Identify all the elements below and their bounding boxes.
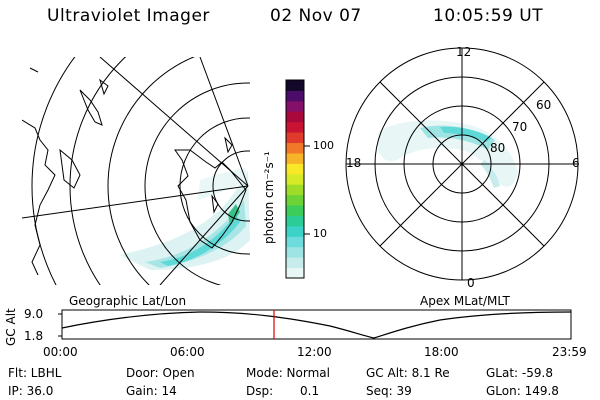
colorbar-tick-10: 10 [313,227,327,240]
filter-info: Flt: LBHL [8,366,62,380]
time-tick-0000: 00:00 [43,345,78,359]
time-tick-0600: 06:00 [170,345,205,359]
colorbar-segment [286,184,304,196]
door-info: Door: Open [126,366,195,380]
colorbar-ticks [304,145,310,235]
colorbar-segment [286,173,304,185]
mlat-label-60: 60 [536,98,552,112]
colorbar-segment [286,152,304,164]
gain-info: Gain: 14 [126,384,177,398]
coastlines [22,67,247,276]
seq-info: Seq: 39 [366,384,412,398]
geo-aurora-emission [120,168,250,270]
mlt-label-0: 0 [467,276,475,290]
colorbar-segment [286,215,304,227]
altitude-curve [61,311,572,339]
geo-map-label: Geographic Lat/Lon [69,294,187,308]
colorbar-segment [286,111,304,123]
date-label: 02 Nov 07 [270,6,362,26]
meridian-lines [22,57,249,285]
colorbar-segment [286,194,304,206]
mlat-label-70: 70 [512,120,528,134]
colorbar-segment [286,257,304,269]
time-tick-1200: 12:00 [297,345,332,359]
ip-info: IP: 36.0 [8,384,54,398]
colorbar [285,79,305,279]
altitude-plot [58,309,572,340]
glon-info: GLon: 149.8 [486,384,559,398]
colorbar-unit-label: photon cm⁻²s⁻¹ [262,151,276,244]
apex-map-label: Apex MLat/MLT [420,294,510,308]
time-label: 10:05:59 UT [433,6,544,26]
time-tick-1800: 18:00 [424,345,459,359]
colorbar-segment [286,132,304,144]
colorbar-segment [286,267,304,279]
mlat-label-80: 80 [490,141,506,155]
colorbar-tick-100: 100 [313,139,334,152]
mode-info: Mode: Normal [246,366,330,380]
dsp-label: Dsp: [246,384,274,398]
colorbar-segment [286,205,304,216]
altitude-ylabel: GC Alt [4,308,18,346]
colorbar-segment [286,163,304,175]
mlt-label-6: 6 [572,156,580,170]
colorbar-segment [286,225,304,237]
colorbar-border [285,79,305,279]
dsp-value: 0.1 [300,384,320,398]
time-tick-2359: 23:59 [552,345,587,359]
polar-aurora-emission [378,120,518,188]
altitude-ytick-1-8: 1.8 [24,329,44,343]
colorbar-segment [286,121,304,133]
geographic-map [22,57,250,285]
latitude-circles [31,57,250,285]
altitude-ytick-9: 9.0 [24,307,44,321]
mlt-label-18: 18 [346,156,362,170]
instrument-title: Ultraviolet Imager [47,6,210,26]
glat-info: GLat: -59.8 [486,366,553,380]
colorbar-segment [286,236,304,248]
gc-alt-info: GC Alt: 8.1 Re [366,366,450,380]
colorbar-segment [286,142,304,154]
colorbar-segment [286,90,304,102]
colorbar-segment [286,100,304,112]
colorbar-segment [286,246,304,258]
colorbar-segment [286,80,304,91]
polar-plot [345,47,579,281]
mlt-label-12: 12 [456,45,472,59]
